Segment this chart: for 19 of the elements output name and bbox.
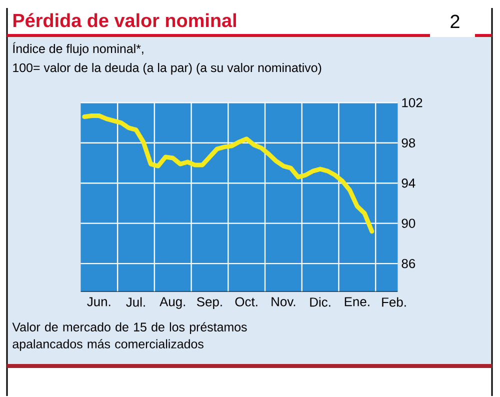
- y-tick-label: 94: [402, 178, 416, 188]
- x-tick-label: Jun.: [87, 297, 110, 306]
- x-tick-label: Ene.: [344, 297, 370, 306]
- x-tick-label: Nov.: [272, 297, 296, 306]
- chart-subtitle: Índice de flujo nominal*,: [13, 42, 144, 56]
- y-tick-label: 86: [402, 259, 416, 268]
- y-tick-label: 90: [402, 218, 416, 228]
- y-tick-label: 102: [402, 98, 422, 108]
- x-tick-label: Sep.: [196, 297, 222, 310]
- y-tick-label: 98: [402, 138, 416, 148]
- x-tick-label: Oct.: [235, 297, 258, 307]
- x-tick-label: Dic.: [310, 297, 330, 307]
- y-axis-title: 100= valor de la deuda (a la par) (a su valor nominativo): [13, 63, 322, 75]
- text: 2: [450, 14, 460, 28]
- x-tick-label: Feb.: [382, 297, 406, 307]
- x-tick-label: Jul.: [126, 297, 145, 307]
- text: Valor de mercado de 15 de los préstamos apalancados más comercializados: [12, 322, 247, 352]
- chart-title: Pérdida de valor nominal: [13, 13, 236, 28]
- x-tick-label: Aug.: [160, 297, 185, 309]
